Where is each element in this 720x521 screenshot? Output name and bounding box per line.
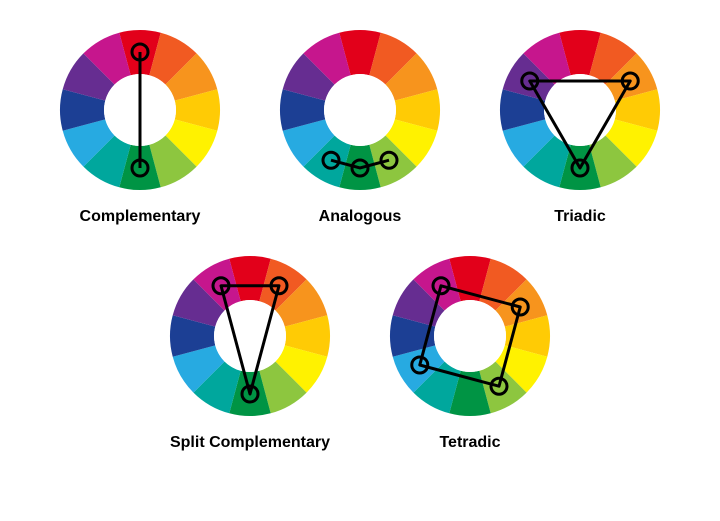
scheme-label: Split Complementary (170, 434, 330, 452)
color-wheel (490, 20, 670, 200)
color-wheel (270, 20, 450, 200)
scheme-label: Analogous (319, 208, 402, 226)
scheme-row: Split Complementary Tetradic (20, 246, 700, 452)
wheel-center (434, 300, 506, 372)
color-scheme: Tetradic (380, 246, 560, 452)
color-scheme: Triadic (490, 20, 670, 226)
color-scheme: Analogous (270, 20, 450, 226)
scheme-row: Complementary Analogous Triadic (20, 20, 700, 226)
scheme-label: Complementary (80, 208, 201, 226)
scheme-label: Tetradic (439, 434, 500, 452)
color-wheel (380, 246, 560, 426)
wheel-center (324, 74, 396, 146)
scheme-label: Triadic (554, 208, 606, 226)
color-scheme: Split Complementary (160, 246, 340, 452)
color-wheel (50, 20, 230, 200)
color-scheme: Complementary (50, 20, 230, 226)
wheel-center (214, 300, 286, 372)
color-wheel (160, 246, 340, 426)
wheel-center (544, 74, 616, 146)
